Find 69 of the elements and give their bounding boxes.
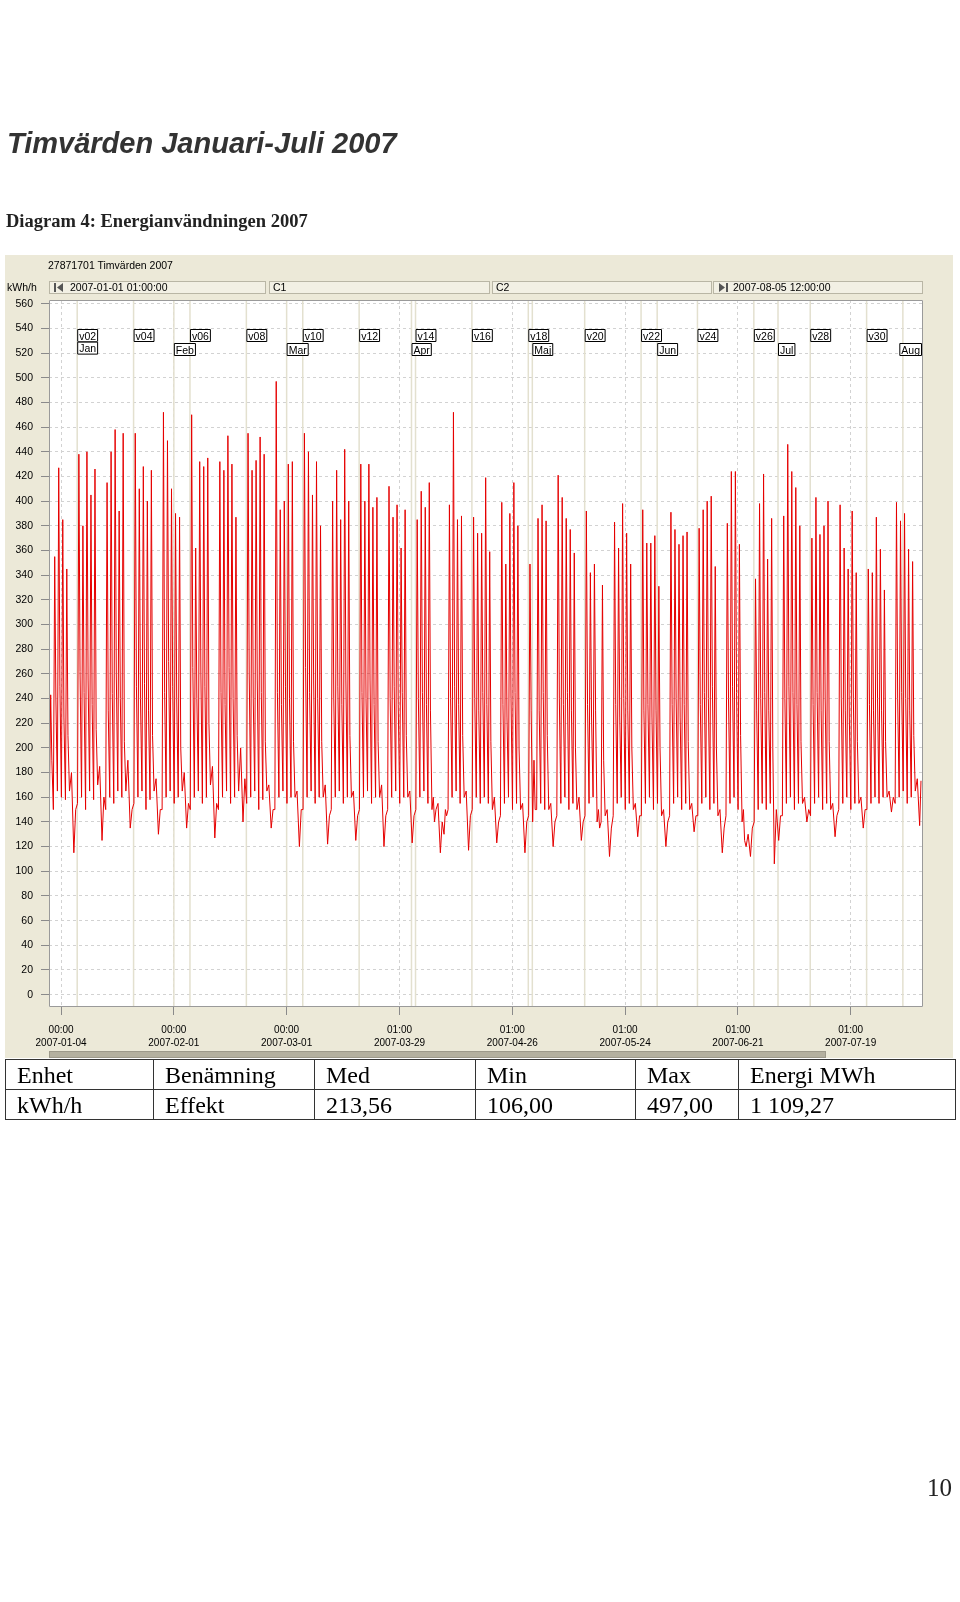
ref-line-label: v30 [868, 329, 886, 342]
y-tick-label: 380 [15, 518, 34, 531]
ref-line-label: v24 [699, 329, 717, 342]
ref-line-label: Jul [780, 343, 794, 356]
ref-line-label: v16 [473, 329, 491, 342]
table: Enhet Benämning Med Min Max Energi MWh kWh/h Effekt 213,56 106,00 497,00 1 109,27 [5, 1059, 956, 1120]
chart-title: Timvärden Januari-Juli 2007 [7, 127, 397, 160]
ref-line-label: v26 [755, 329, 773, 342]
y-tick-label: 360 [15, 543, 34, 556]
x-tick-label: 01:00 2007-05-24 [599, 1024, 652, 1048]
text: 10 [927, 1474, 952, 1502]
ref-line-label: v02 [79, 329, 97, 342]
y-tick-label: 220 [15, 716, 34, 729]
text: 27871701 Timvärden 2007 [48, 259, 173, 271]
y-tick-label: 60 [21, 913, 34, 926]
y-tick-label: 180 [15, 765, 34, 778]
x-tick-label: 01:00 2007-06-21 [712, 1024, 764, 1048]
text-field: C2 [492, 281, 712, 294]
y-tick-label: 540 [15, 321, 34, 334]
ref-line-label: v22 [643, 329, 661, 342]
text-field: 2007-08-05 12:00:00 [713, 281, 923, 294]
text-field: 2007-01-01 01:00:00 [49, 281, 266, 294]
x-tick-label: 01:00 2007-04-26 [486, 1024, 539, 1048]
text-field: C1 [269, 281, 490, 294]
chart-subtitle: Diagram 4: Energianvändningen 2007 [6, 211, 308, 232]
annotation: Jan [79, 342, 97, 355]
y-tick-label: 280 [15, 642, 34, 655]
y-tick-label: 300 [15, 617, 34, 630]
ref-line-label: Maj [534, 343, 552, 356]
ref-line-label: v10 [304, 329, 322, 342]
ref-line-label: Mar [288, 343, 308, 356]
y-tick-label: 100 [15, 864, 34, 877]
y-tick-label: 40 [21, 938, 34, 951]
x-tick-label: 01:00 2007-07-19 [825, 1024, 877, 1048]
y-tick-label: 440 [15, 444, 34, 457]
y-tick-label: 320 [15, 592, 34, 605]
y-tick-label: 460 [15, 419, 34, 432]
y-tick-label: 340 [15, 568, 34, 581]
ref-line-label: v28 [812, 329, 830, 342]
y-tick-label: 400 [15, 494, 34, 507]
y-tick-label: 120 [15, 839, 34, 852]
y-tick-label: 80 [21, 888, 34, 901]
y-tick-label: 240 [15, 691, 34, 704]
y-tick-label: 140 [15, 814, 34, 827]
y-tick-label: 20 [21, 962, 34, 975]
ref-line-label: v08 [248, 329, 266, 342]
ref-line-label: v20 [586, 329, 604, 342]
x-tick-label: 01:00 2007-03-29 [374, 1024, 426, 1048]
y-tick-label: 260 [15, 666, 34, 679]
y-tick-label: 560 [15, 296, 34, 309]
y-tick-label: 500 [15, 370, 34, 383]
y-tick-label: 0 [27, 987, 34, 1000]
ref-line-label: v04 [135, 329, 153, 342]
ref-line-label: Apr [413, 343, 431, 356]
y-tick-label: 420 [15, 469, 34, 482]
y-tick-label: 480 [15, 395, 34, 408]
y-axis-title: kWh/h [7, 281, 37, 293]
ref-line-label: Feb [175, 343, 195, 356]
y-tick-label: 160 [15, 790, 34, 803]
y-tick-label: 520 [15, 345, 34, 358]
x-tick-label: 00:00 2007-02-01 [148, 1024, 200, 1048]
ref-line-label: v12 [361, 329, 379, 342]
ref-line-label: v14 [417, 329, 435, 342]
ref-line-label: v06 [191, 329, 210, 342]
ref-line-label: v18 [530, 329, 548, 342]
ref-line-label: Jun [659, 343, 677, 356]
x-tick-label: 00:00 2007-01-04 [35, 1024, 88, 1048]
x-tick-label: 00:00 2007-03-01 [261, 1024, 313, 1048]
y-tick-label: 200 [15, 740, 34, 753]
